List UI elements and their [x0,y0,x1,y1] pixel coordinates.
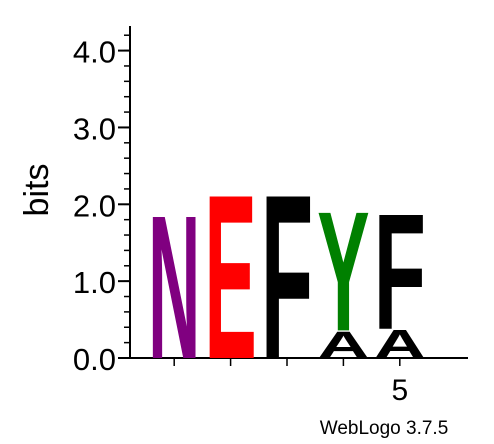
logo-letter-y: Y [317,177,369,367]
logo-letter-e: E [204,146,256,409]
y-tick-label: 1.0 [73,265,116,300]
y-axis-label: bits [18,164,56,217]
logo-letters: N E F AY AF [148,146,426,409]
weblogo-credit: WebLogo 3.7.5 [320,418,449,439]
logo-letter-a: A [317,324,369,367]
logo-letter-a: A [374,322,426,367]
y-tick-label: 0.0 [73,342,116,377]
y-tick-label: 3.0 [73,111,116,146]
y-axis-ticks: 0.0 1.0 2.0 3.0 4.0 5 [73,34,408,407]
y-tick-label: 2.0 [73,188,116,223]
logo-letter-f: F [261,147,313,409]
logo-letter-n: N [148,173,200,402]
logo-letter-f: F [374,179,426,364]
y-tick-label: 4.0 [73,35,116,70]
x-tick-label: 5 [391,374,408,407]
